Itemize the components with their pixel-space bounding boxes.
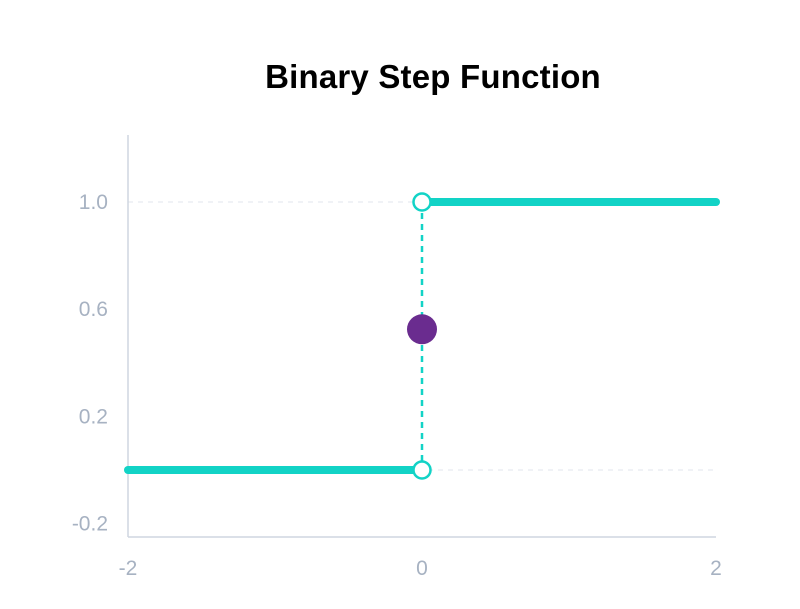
x-tick-label: 2 [710,557,722,580]
data-points [407,192,437,480]
y-tick-label: 1.0 [79,191,108,214]
tick-labels: -0.2 0.2 0.6 1.0 -2 0 2 [72,191,722,580]
open-point [412,460,432,480]
y-tick-label: 0.2 [79,405,108,428]
chart-title: Binary Step Function [265,58,601,95]
filled-point [407,314,437,345]
x-tick-label: -2 [119,557,138,580]
open-point [412,192,432,212]
y-tick-label: -0.2 [72,513,108,536]
x-tick-label: 0 [416,557,428,580]
y-tick-label: 0.6 [79,298,108,321]
